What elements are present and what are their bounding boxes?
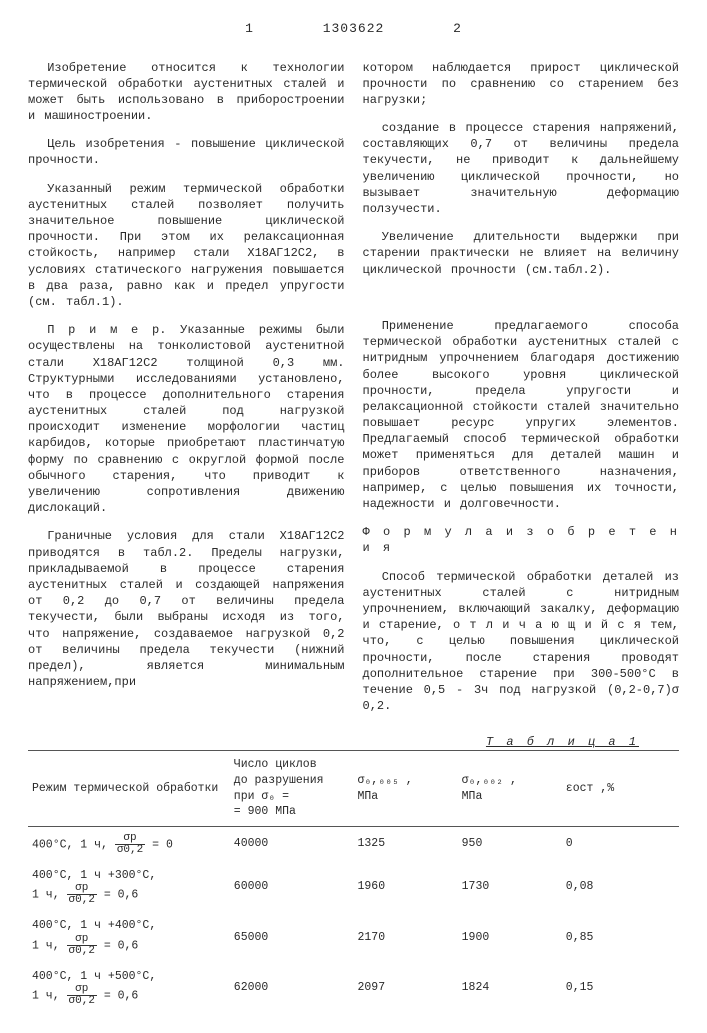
cell-s005: 1960	[353, 862, 457, 913]
page-header: 1 1303622 2	[28, 20, 679, 38]
table1-wrap: Т а б л и ц а 1 Режим термической обрабо…	[28, 734, 679, 1013]
cell-regime: 400°С, 1 ч, σрσ0,2 = 0	[28, 826, 230, 862]
table-row: 400°С, 1 ч +300°С, 1 ч, σрσ0,2 = 0,6 600…	[28, 862, 679, 913]
left-column: Изобретение относится к технологии терми…	[28, 48, 345, 727]
regime-pre: 1 ч,	[32, 889, 67, 902]
table1: Режим термической обработки Число циклов…	[28, 750, 679, 1013]
frac: σрσ0,2	[67, 984, 97, 1007]
left-p4: П р и м е р. Указанные режимы были осуще…	[28, 322, 345, 516]
th-cycles-l3: при σ₀ =	[234, 790, 289, 803]
cell-s005: 2097	[353, 963, 457, 1014]
page-right-num: 2	[393, 20, 653, 38]
th-s002-l1: σ₀,₀₀₂ ,	[462, 774, 517, 787]
right-p4: Применение предлагаемого способа термиче…	[363, 318, 680, 512]
th-s002-l2: МПа	[462, 790, 483, 803]
th-cycles-l2: до разрушения	[234, 774, 324, 787]
table1-body: 400°С, 1 ч, σрσ0,2 = 0 40000 1325 950 0 …	[28, 826, 679, 1013]
th-eps: εост ,%	[562, 751, 679, 826]
regime-pre: 1 ч,	[32, 990, 67, 1003]
cell-s002: 1730	[458, 862, 562, 913]
cell-s002: 950	[458, 826, 562, 862]
cell-eps: 0,85	[562, 912, 679, 963]
th-cycles-l1: Число циклов	[234, 758, 317, 771]
left-p1: Изобретение относится к технологии терми…	[28, 60, 345, 125]
cell-cycles: 60000	[230, 862, 354, 913]
cell-regime: 400°С, 1 ч +500°С, 1 ч, σрσ0,2 = 0,6	[28, 963, 230, 1014]
cell-eps: 0,08	[562, 862, 679, 913]
left-p2: Цель изобретения - повышение циклической…	[28, 136, 345, 168]
frac-num: σр	[115, 833, 145, 845]
table1-header-row: Режим термической обработки Число циклов…	[28, 751, 679, 826]
cell-eps: 0	[562, 826, 679, 862]
cell-cycles: 40000	[230, 826, 354, 862]
page-left-num: 1	[54, 20, 314, 38]
left-p5: Граничные условия для стали Х18АГ12С2 пр…	[28, 528, 345, 690]
body-columns: Изобретение относится к технологии терми…	[28, 48, 679, 727]
cell-cycles: 62000	[230, 963, 354, 1014]
right-p1: котором наблюдается прирост циклической …	[363, 60, 680, 109]
left-p3: Указанный режим термической обработки ау…	[28, 181, 345, 311]
th-regime: Режим термической обработки	[28, 751, 230, 826]
formula-title: Ф о р м у л а и з о б р е т е н и я	[363, 524, 680, 556]
th-cycles-l4: = 900 МПа	[234, 805, 296, 818]
frac: σрσ0,2	[115, 833, 145, 856]
regime-pre: 1 ч,	[32, 939, 67, 952]
frac: σрσ0,2	[67, 883, 97, 906]
th-s005-l1: σ₀,₀₀₅ ,	[357, 774, 412, 787]
right-p5: Способ термической обработки деталей из …	[363, 569, 680, 715]
cell-regime: 400°С, 1 ч +400°С, 1 ч, σрσ0,2 = 0,6	[28, 912, 230, 963]
th-cycles: Число циклов до разрушения при σ₀ = = 90…	[230, 751, 354, 826]
frac-num: σр	[67, 934, 97, 946]
right-p2: создание в процессе старения напряжений,…	[363, 120, 680, 217]
doc-number: 1303622	[323, 21, 385, 36]
regime-l1: 400°С, 1 ч +400°С,	[32, 918, 226, 934]
frac-den: σ0,2	[67, 996, 97, 1007]
frac-den: σ0,2	[67, 946, 97, 957]
frac-den: σ0,2	[115, 845, 145, 856]
cell-s005: 2170	[353, 912, 457, 963]
frac: σрσ0,2	[67, 934, 97, 957]
table-row: 400°С, 1 ч +400°С, 1 ч, σрσ0,2 = 0,6 650…	[28, 912, 679, 963]
table1-title: Т а б л и ц а 1	[28, 734, 679, 750]
right-column: котором наблюдается прирост циклической …	[363, 48, 680, 727]
cell-s005: 1325	[353, 826, 457, 862]
th-s005-l2: МПа	[357, 790, 378, 803]
th-s005: σ₀,₀₀₅ , МПа	[353, 751, 457, 826]
cell-eps: 0,15	[562, 963, 679, 1014]
frac-den: σ0,2	[67, 895, 97, 906]
th-s002: σ₀,₀₀₂ , МПа	[458, 751, 562, 826]
frac-eq: = 0	[152, 838, 173, 851]
regime-l1: 400°С, 1 ч +300°С,	[32, 868, 226, 884]
cell-cycles: 65000	[230, 912, 354, 963]
right-p3: Увеличение длительности выдержки при ста…	[363, 229, 680, 278]
frac-eq: = 0,6	[104, 889, 139, 902]
cell-s002: 1824	[458, 963, 562, 1014]
cell-regime: 400°С, 1 ч +300°С, 1 ч, σрσ0,2 = 0,6	[28, 862, 230, 913]
frac-eq: = 0,6	[104, 990, 139, 1003]
frac-eq: = 0,6	[104, 939, 139, 952]
regime-l1: 400°С, 1 ч +500°С,	[32, 969, 226, 985]
table-row: 400°С, 1 ч, σрσ0,2 = 0 40000 1325 950 0	[28, 826, 679, 862]
table-row: 400°С, 1 ч +500°С, 1 ч, σрσ0,2 = 0,6 620…	[28, 963, 679, 1014]
regime-pre: 400°С, 1 ч,	[32, 838, 115, 851]
cell-s002: 1900	[458, 912, 562, 963]
